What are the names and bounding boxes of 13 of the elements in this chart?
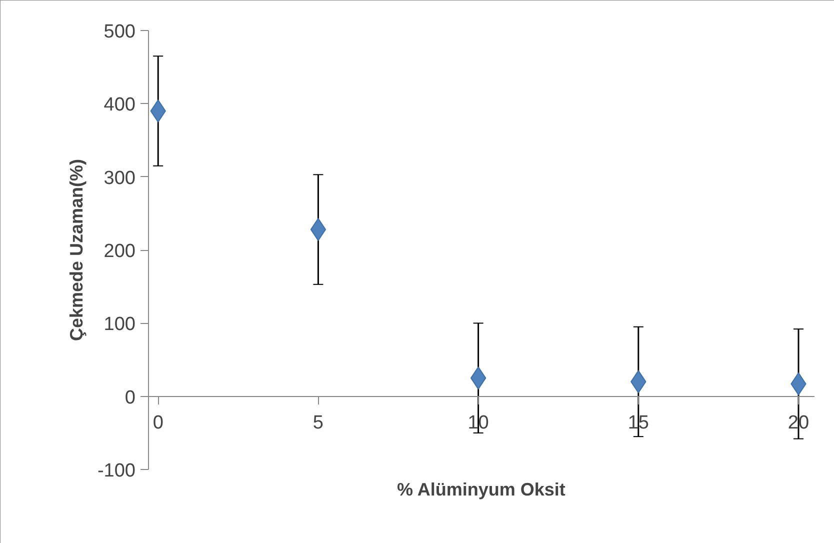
x-axis-title: % Alüminyum Oksit [396, 480, 566, 500]
y-tick-label: 200 [104, 241, 136, 262]
x-tick-label: 0 [152, 412, 164, 434]
y-tick-label: -100 [97, 460, 136, 482]
point [470, 366, 486, 390]
x-tick-label: 5 [312, 412, 324, 434]
y-tick-label: 300 [104, 168, 136, 189]
y-tick-label: 500 [104, 22, 136, 42]
y-tick-label: 100 [104, 314, 136, 336]
y-tick-label: 400 [104, 94, 136, 116]
y-axis-title: Çekmede Uzaman(%) [66, 158, 86, 342]
y-tick-label: 0 [124, 387, 136, 408]
point [310, 218, 326, 242]
